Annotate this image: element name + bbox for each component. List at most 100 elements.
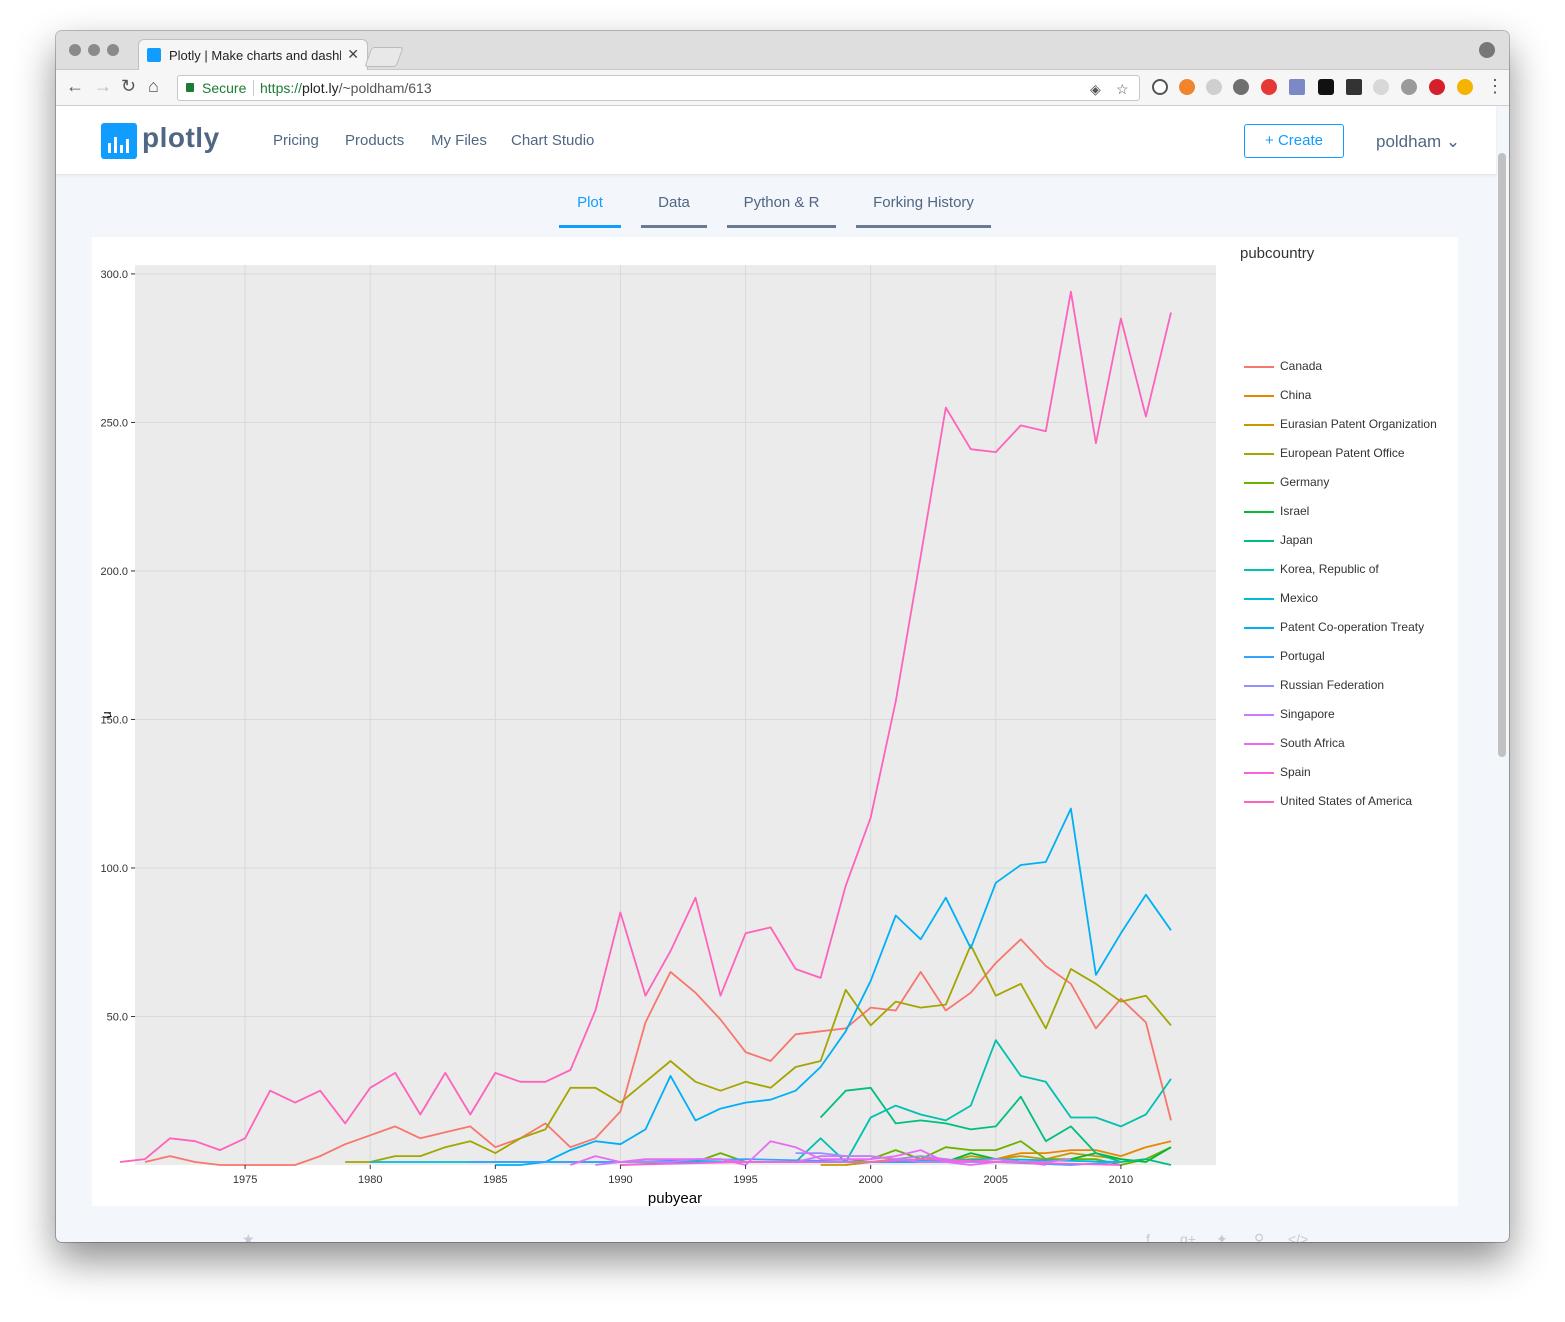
tab-forking-history[interactable]: Forking History xyxy=(856,194,991,228)
series-line-patent-co-operation-treaty[interactable] xyxy=(495,807,1172,1166)
address-bar[interactable]: Secure https://plot.ly/~poldham/613 ◈ ☆ xyxy=(177,75,1140,101)
legend-swatch xyxy=(1244,395,1274,397)
extension-orange-icon[interactable] xyxy=(1179,79,1195,95)
x-tick-label: 1985 xyxy=(483,1174,507,1186)
url-text[interactable]: https://plot.ly/~poldham/613 xyxy=(260,80,432,96)
extension-chrome-icon[interactable] xyxy=(1457,79,1473,95)
tab-plot[interactable]: Plot xyxy=(559,194,621,228)
forward-arrow-icon[interactable]: → xyxy=(94,76,112,96)
legend-swatch xyxy=(1244,801,1274,803)
reload-icon[interactable]: ↻ xyxy=(121,76,137,96)
gridlines xyxy=(135,265,1216,1165)
tab-python-r[interactable]: Python & R xyxy=(727,194,836,228)
tab-data[interactable]: Data xyxy=(641,194,707,228)
extension-page-icon[interactable] xyxy=(1289,79,1305,95)
y-tick-label: 50.0 xyxy=(107,1011,128,1023)
axis-ticks: 1975 1980 1985 1990 1995 2000 2005 2010 50.0 100.… xyxy=(100,269,1133,1186)
series-line-united-states-of-america[interactable] xyxy=(119,290,1172,1163)
new-tab-button[interactable] xyxy=(364,47,404,67)
legend-label: Singapore xyxy=(1280,707,1335,721)
chart-card: 1975 1980 1985 1990 1995 2000 2005 2010 50.0 100.… xyxy=(92,237,1458,1206)
series-line-japan[interactable] xyxy=(819,1086,1172,1166)
lock-icon xyxy=(186,83,194,92)
legend-swatch xyxy=(1244,743,1274,745)
legend-title: pubcountry xyxy=(1240,245,1315,262)
x-tick-label: 1995 xyxy=(733,1174,757,1186)
nav-link-my-files[interactable]: My Files xyxy=(431,132,487,149)
legend-label: Patent Co-operation Treaty xyxy=(1280,620,1425,634)
legend-label: Japan xyxy=(1280,533,1313,547)
plot-area xyxy=(135,265,1216,1165)
link-icon[interactable]: ⚲ xyxy=(1254,1231,1265,1242)
legend-label: Portugal xyxy=(1280,649,1325,663)
browser-tab[interactable]: Plotly | Make charts and dashb ✕ xyxy=(138,39,368,70)
x-axis-label: pubyear xyxy=(648,1190,702,1206)
legend-swatch xyxy=(1244,598,1274,600)
legend-label: Mexico xyxy=(1280,591,1319,605)
x-tick-label: 2000 xyxy=(858,1174,882,1186)
back-arrow-icon[interactable]: ← xyxy=(66,76,84,96)
series-line-spain[interactable] xyxy=(620,1158,1121,1166)
zoom-window-icon[interactable] xyxy=(107,44,119,56)
series-line-germany[interactable] xyxy=(620,1140,1172,1166)
y-tick-label: 150.0 xyxy=(100,714,128,726)
profile-icon[interactable] xyxy=(1479,42,1495,58)
create-button[interactable]: + Create xyxy=(1244,124,1344,158)
series-lines xyxy=(119,290,1172,1166)
extension-black-icon[interactable] xyxy=(1318,79,1334,95)
extension-arc-icon[interactable] xyxy=(1401,79,1417,95)
legend-label: European Patent Office xyxy=(1280,446,1405,460)
star-icon[interactable]: ★ xyxy=(242,1231,255,1242)
bookmark-star-icon[interactable]: ☆ xyxy=(1116,81,1129,97)
home-icon[interactable]: ⌂ xyxy=(148,76,159,96)
series-line-canada[interactable] xyxy=(144,938,1172,1166)
google-plus-icon[interactable]: g+ xyxy=(1180,1231,1196,1242)
twitter-icon[interactable]: ✦ xyxy=(1216,1231,1228,1242)
nav-link-products[interactable]: Products xyxy=(345,132,405,149)
minimize-window-icon[interactable] xyxy=(88,44,100,56)
legend-swatch xyxy=(1244,772,1274,774)
facebook-icon[interactable]: f xyxy=(1146,1231,1150,1242)
close-window-icon[interactable] xyxy=(69,44,81,56)
legend-label: Canada xyxy=(1280,359,1323,373)
secure-label: Secure xyxy=(202,80,247,96)
legend-label: Spain xyxy=(1280,765,1311,779)
translate-icon[interactable]: ◈ xyxy=(1090,81,1101,97)
legend-swatch xyxy=(1244,424,1274,426)
browser-menu-icon[interactable]: ⋮ xyxy=(1486,76,1504,96)
legend-swatch xyxy=(1244,627,1274,629)
page-scrollbar[interactable] xyxy=(1498,153,1506,757)
plotly-logo-text[interactable]: plotly xyxy=(142,122,220,153)
legend-swatch xyxy=(1244,656,1274,658)
series-line-singapore[interactable] xyxy=(595,1155,1072,1166)
nav-link-pricing[interactable]: Pricing xyxy=(273,132,319,149)
x-tick-label: 1975 xyxy=(233,1174,257,1186)
pinterest-icon[interactable] xyxy=(1429,79,1445,95)
plotly-logo-icon[interactable] xyxy=(101,123,137,159)
y-tick-label: 300.0 xyxy=(100,269,128,281)
x-tick-label: 1980 xyxy=(358,1174,382,1186)
extension-opera-icon[interactable] xyxy=(1261,79,1277,95)
nav-link-chart-studio[interactable]: Chart Studio xyxy=(511,132,595,149)
url-scheme: https:// xyxy=(260,80,303,96)
browser-window: Plotly | Make charts and dashb ✕ ← → ↻ ⌂… xyxy=(56,31,1509,1242)
series-line-south-africa[interactable] xyxy=(570,1140,1046,1166)
extension-cloud-icon[interactable] xyxy=(1206,79,1222,95)
user-menu[interactable]: poldham ⌄ xyxy=(1376,132,1461,151)
legend-label: Israel xyxy=(1280,504,1310,518)
extension-evernote-icon[interactable] xyxy=(1233,79,1249,95)
embed-icon[interactable]: </> xyxy=(1288,1231,1309,1242)
y-tick-label: 250.0 xyxy=(100,417,128,429)
extension-1password-icon[interactable] xyxy=(1152,79,1168,95)
legend-label: Eurasian Patent Organization xyxy=(1280,417,1437,431)
tab-close-icon[interactable]: ✕ xyxy=(347,46,359,62)
series-line-korea-republic-of[interactable] xyxy=(794,1039,1172,1163)
extension-circle-icon[interactable] xyxy=(1373,79,1389,95)
legend-swatch xyxy=(1244,453,1274,455)
extension-stack-icon[interactable] xyxy=(1346,79,1362,95)
line-chart[interactable]: 1975 1980 1985 1990 1995 2000 2005 2010 50.0 100.… xyxy=(92,237,1222,1206)
series-line-european-patent-office[interactable] xyxy=(345,944,1172,1163)
legend-swatch xyxy=(1244,685,1274,687)
url-host: plot.ly xyxy=(302,80,339,96)
legend-swatch xyxy=(1244,482,1274,484)
